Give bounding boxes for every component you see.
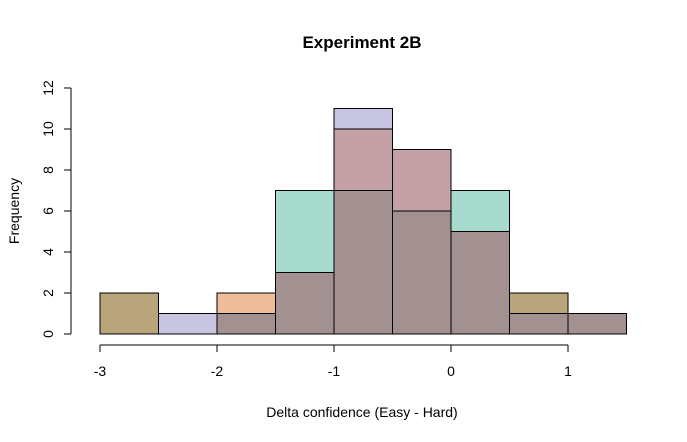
y-tick-label: 0 — [40, 330, 56, 338]
y-tick-label: 8 — [40, 166, 56, 174]
bar-segment-5 — [275, 272, 335, 335]
bar-segment-14 — [509, 313, 569, 335]
y-tick-label: 2 — [40, 289, 56, 297]
y-tick-label: 6 — [40, 207, 56, 215]
x-axis: -3 -2 -1 0 1 — [94, 344, 572, 379]
bar-segment-4 — [275, 190, 335, 273]
y-axis-label: Frequency — [6, 178, 22, 244]
chart-title: Experiment 2B — [302, 33, 421, 52]
bar-segment-9 — [392, 149, 452, 212]
x-axis-label: Delta confidence (Easy - Hard) — [266, 404, 457, 420]
x-tick-label: -3 — [94, 363, 107, 379]
x-tick-label: 1 — [564, 363, 572, 379]
y-axis: 0 2 4 6 8 10 12 — [40, 80, 72, 338]
bar-segment-8 — [333, 190, 393, 335]
bar-segment-2 — [216, 292, 276, 314]
y-tick-label: 4 — [40, 248, 56, 256]
x-tick-label: 0 — [447, 363, 455, 379]
bar-segment-13 — [509, 292, 569, 314]
bar-segment-3 — [216, 313, 276, 335]
bar-segment-7 — [333, 128, 393, 191]
x-tick-label: -2 — [211, 363, 224, 379]
y-tick-label: 12 — [40, 80, 56, 96]
bar-segment-1 — [158, 313, 218, 335]
bar-segment-11 — [450, 190, 510, 232]
x-tick-label: -1 — [328, 363, 341, 379]
bars-group — [99, 108, 627, 335]
bar-segment-10 — [392, 210, 452, 335]
bar-segment-12 — [450, 231, 510, 335]
y-tick-label: 10 — [40, 121, 56, 137]
bar-segment-0 — [99, 292, 159, 335]
bar-segment-6 — [333, 108, 393, 130]
bar-segment-15 — [567, 313, 627, 335]
